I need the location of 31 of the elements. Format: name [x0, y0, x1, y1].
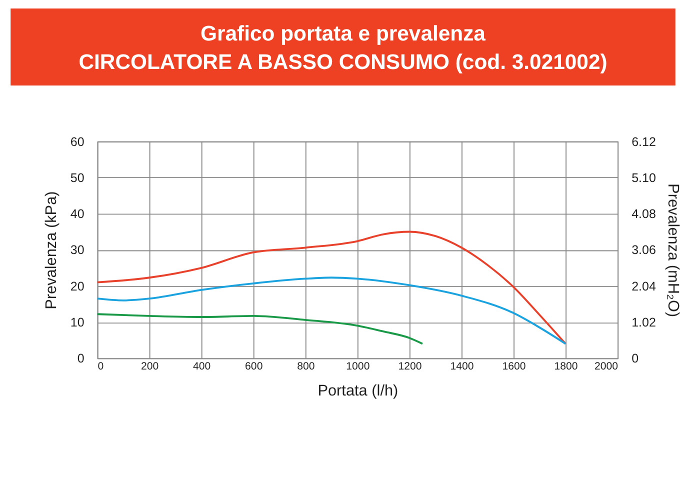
x-tick-label: 2000 [594, 360, 618, 372]
x-tick-label: 600 [245, 360, 263, 372]
x-tick-label: 1400 [450, 360, 474, 372]
line-series [96, 313, 424, 345]
y-tick-label: 60 [70, 134, 84, 149]
y-axis-title: Prevalenza (kPa) [42, 191, 60, 310]
chart-subtitle: CIRCOLATORE A BASSO CONSUMO (cod. 3.021002) [78, 51, 608, 74]
y-tick-label: 10 [70, 315, 84, 330]
y2-tick-label: 4.08 [632, 207, 656, 222]
x-tick-label: 800 [297, 360, 315, 372]
x-tick-label: 0 [98, 360, 104, 372]
y2-tick-label: 2.04 [632, 279, 656, 294]
y-tick-label: 20 [70, 279, 84, 294]
y2-tick-label: 6.12 [632, 134, 656, 149]
line-series [96, 230, 567, 345]
y-tick-label: 40 [70, 207, 84, 222]
y2-tick-label: 5.10 [632, 170, 656, 185]
y2-tick-label: 1.02 [632, 315, 656, 330]
chart-title: Grafico portata e prevalenza [200, 22, 486, 46]
x-tick-label: 1600 [502, 360, 526, 372]
x-tick-label: 1000 [346, 360, 370, 372]
y2-axis-title: Prevalenza (mH₂O) [664, 184, 682, 318]
x-tick-label: 200 [140, 360, 159, 372]
y2-tick-label: 3.06 [632, 243, 656, 258]
line-series [96, 276, 567, 345]
x-tick-label: 400 [193, 360, 211, 372]
x-tick-label: 1200 [398, 360, 422, 372]
x-axis-title: Portata (l/h) [318, 382, 398, 400]
x-tick-label: 1800 [554, 360, 578, 372]
y-tick-label: 30 [70, 243, 84, 258]
y-tick-label: 50 [70, 170, 84, 185]
